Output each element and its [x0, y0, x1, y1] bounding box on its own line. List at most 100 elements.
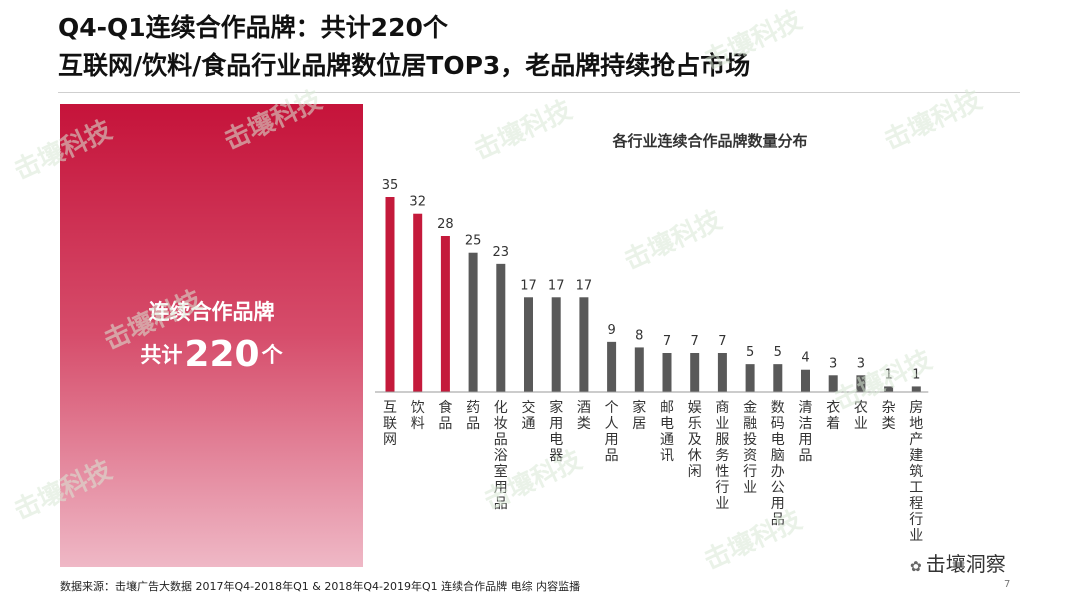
bar-value-label: 3	[829, 356, 837, 371]
category-label-char: 行	[909, 512, 923, 528]
category-label-char: 业	[743, 480, 757, 496]
category-label-char: 性	[715, 464, 729, 480]
category-label-char: 品	[771, 512, 785, 528]
category-label-char: 产	[909, 432, 923, 448]
category-label-char: 家	[549, 399, 563, 416]
category-label-char: 类	[577, 416, 591, 432]
bar-value-label: 7	[663, 334, 671, 349]
bar-3	[440, 236, 450, 392]
category-label-char: 交	[522, 399, 536, 416]
bar-value-label: 7	[718, 334, 726, 349]
bar-value-label: 17	[520, 278, 537, 293]
bar-value-label: 25	[465, 234, 482, 249]
category-label-char: 娱	[688, 400, 702, 416]
summary-number: 220	[184, 334, 260, 375]
category-label-char: 地	[909, 416, 923, 432]
category-label-char: 数	[771, 400, 785, 416]
category-label-char: 商	[715, 400, 729, 416]
wechat-icon: ✿	[910, 559, 922, 575]
data-source-note: 数据来源：击壤广告大数据 2017年Q4-2018年Q1 & 2018年Q4-2…	[60, 580, 581, 593]
category-label-char: 品	[466, 416, 480, 432]
summary-panel	[60, 104, 363, 567]
brand-signature: ✿ 击壤洞察	[910, 548, 1006, 577]
bar-4	[468, 252, 478, 392]
category-label-char: 讯	[660, 448, 674, 464]
category-label-char: 用	[494, 480, 508, 496]
category-label-char: 行	[715, 480, 729, 496]
bar-8	[579, 297, 589, 392]
category-label-char: 通	[660, 432, 674, 448]
bar-value-label: 32	[409, 195, 426, 210]
category-label-char: 资	[743, 448, 757, 464]
category-label-char: 饮	[411, 400, 425, 416]
category-label-char: 工	[909, 480, 923, 496]
category-label-char: 洁	[799, 416, 813, 432]
category-label-char: 化	[494, 400, 508, 416]
category-label-char: 融	[743, 416, 757, 432]
bar-value-label: 1	[884, 367, 892, 382]
category-label-char: 及	[688, 432, 702, 448]
summary-prefix: 共计	[140, 343, 183, 367]
category-label-char: 服	[715, 432, 729, 448]
category-label-char: 品	[799, 448, 813, 464]
summary-label: 连续合作品牌	[148, 300, 275, 324]
category-label-char: 酒	[577, 400, 591, 416]
category-label-char: 食	[438, 399, 452, 416]
bar-16	[801, 369, 810, 392]
bar-value-label: 5	[746, 345, 754, 360]
bar-20	[911, 386, 921, 392]
page-title-line1: Q4-Q1连续合作品牌：共计220个	[58, 13, 448, 42]
category-label-char: 农	[854, 400, 868, 416]
bar-12	[690, 353, 700, 392]
category-label-char: 用	[799, 432, 813, 448]
category-label-char: 用	[549, 416, 563, 432]
category-label-char: 业	[715, 416, 729, 432]
category-label-char: 杂	[882, 400, 896, 416]
category-label-char: 品	[494, 496, 508, 512]
category-label-char: 衣	[826, 400, 840, 416]
category-label-char: 码	[771, 416, 785, 432]
bar-value-label: 3	[857, 356, 865, 371]
category-label-char: 互	[383, 400, 397, 416]
category-label-char: 个	[605, 400, 619, 416]
category-label-char: 清	[799, 400, 813, 416]
bar-value-label: 7	[691, 334, 699, 349]
category-label-char: 投	[743, 432, 757, 448]
category-label-char: 用	[771, 496, 785, 512]
bar-11	[662, 353, 672, 392]
page-title-line2: 互联网/饮料/食品行业品牌数位居TOP3，老品牌持续抢占市场	[58, 51, 751, 80]
category-label-char: 器	[549, 448, 563, 464]
category-label-char: 通	[522, 416, 536, 432]
bar-9	[607, 341, 617, 392]
bar-value-label: 5	[774, 345, 782, 360]
category-label-char: 妆	[494, 416, 508, 432]
bar-6	[524, 297, 533, 392]
bar-2	[413, 213, 423, 392]
bar-13	[717, 353, 727, 392]
bar-17	[828, 375, 838, 392]
bar-value-label: 28	[437, 217, 454, 232]
category-label-char: 品	[438, 416, 452, 432]
bar-value-label: 8	[635, 328, 643, 343]
category-label-char: 邮	[660, 400, 674, 416]
category-label-char: 电	[660, 416, 674, 432]
category-label-char: 电	[771, 432, 785, 448]
category-label-char: 网	[383, 432, 397, 448]
bar-value-label: 17	[548, 278, 565, 293]
category-label-char: 联	[383, 416, 397, 432]
category-label-char: 脑	[771, 448, 785, 464]
bar-18	[856, 375, 866, 392]
brand-name: 击壤洞察	[925, 552, 1006, 576]
chart-title: 各行业连续合作品牌数量分布	[612, 132, 808, 150]
category-label-char: 乐	[688, 416, 702, 432]
bar-19	[884, 386, 894, 392]
page-number: 7	[1004, 579, 1011, 590]
bar-14	[745, 364, 755, 392]
summary-suffix: 个	[261, 343, 283, 367]
category-label-char: 居	[632, 416, 646, 432]
category-label-char: 室	[494, 463, 508, 480]
category-label-char: 办	[771, 464, 785, 480]
category-label-char: 建	[909, 448, 923, 464]
bar-value-label: 35	[382, 178, 399, 193]
category-label-char: 品	[605, 448, 619, 464]
